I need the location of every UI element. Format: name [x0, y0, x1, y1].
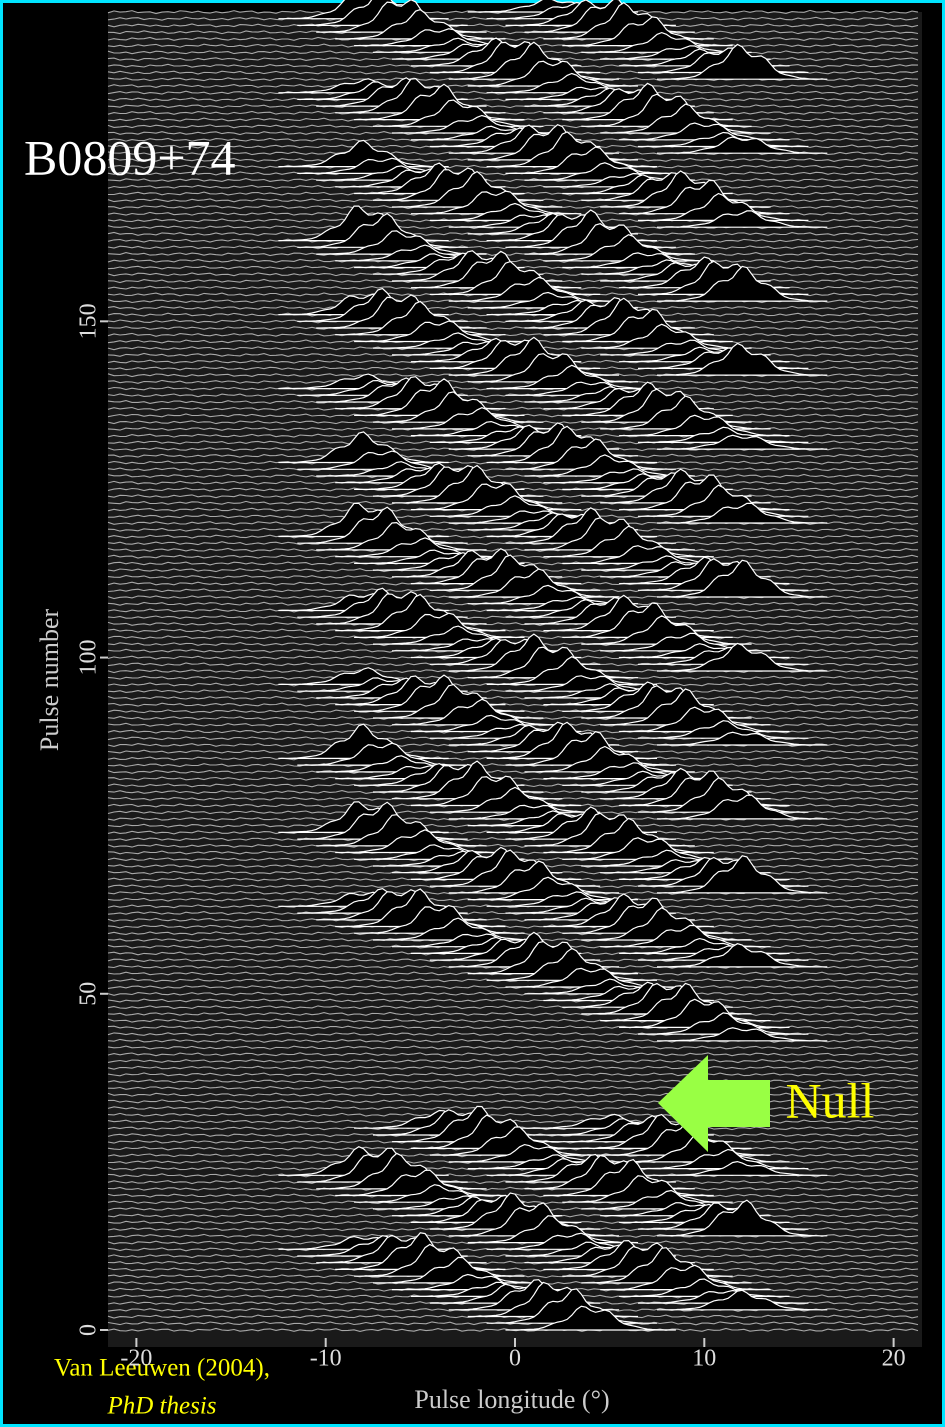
x-tick-label: 20 — [882, 1346, 906, 1372]
y-axis-label: Pulse number — [35, 609, 64, 752]
x-axis-label: Pulse longitude (°) — [414, 1385, 609, 1414]
chart: B0809+74 Pulse number Pulse longitude (°… — [0, 0, 945, 1427]
y-tick-label: 50 — [76, 982, 102, 1006]
x-tick-label: -10 — [310, 1346, 342, 1372]
y-tick-label: 0 — [76, 1324, 102, 1336]
y-tick-label: 150 — [76, 303, 102, 339]
credit: PhD thesis — [106, 1393, 216, 1420]
annotation: Null — [786, 1072, 875, 1128]
x-tick-label: -20 — [120, 1346, 152, 1372]
chart-title: B0809+74 — [24, 129, 236, 185]
credit: Van Leeuwen (2004), — [54, 1355, 270, 1382]
x-tick-label: 10 — [692, 1346, 716, 1372]
x-tick-label: 0 — [509, 1346, 521, 1372]
y-tick-label: 100 — [76, 640, 102, 676]
